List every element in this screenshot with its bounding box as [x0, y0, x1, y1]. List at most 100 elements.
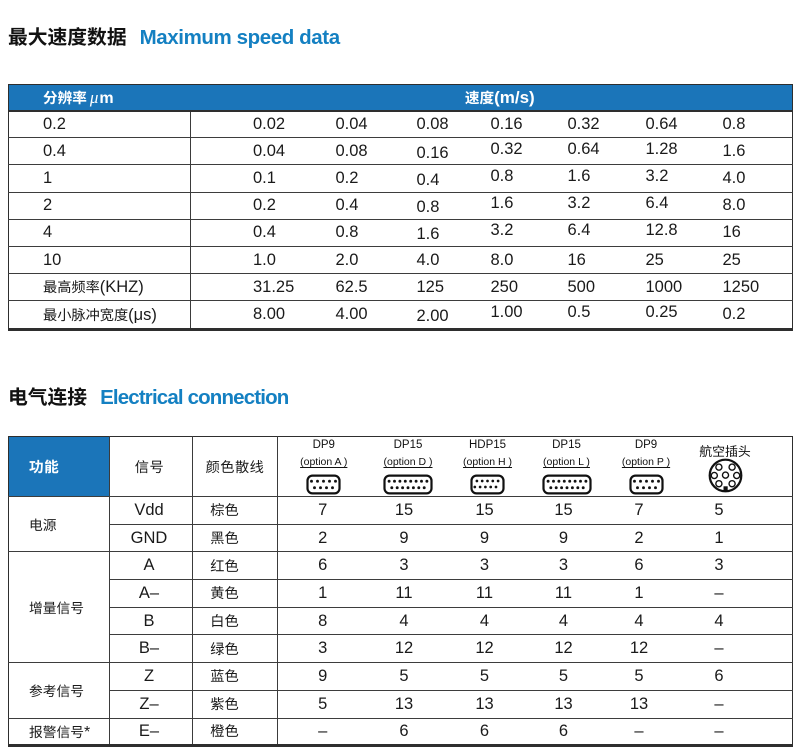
speed-value-cell: 0.16: [482, 111, 558, 138]
speed-value: 62.5: [335, 277, 368, 296]
speed-value: 25: [645, 250, 664, 269]
speed-value: 2.0: [335, 250, 359, 269]
speed-value-cell: 1.6: [403, 218, 482, 247]
signal-cell: Z: [109, 662, 193, 691]
speed-value: 3.2: [645, 166, 669, 185]
speed-value: 25: [722, 250, 741, 269]
pin-number-cell: 7: [318, 500, 328, 519]
speed-value: 125: [416, 277, 445, 296]
wire-color-column-header: 颜色散线: [192, 436, 278, 497]
electrical-heading-chinese: 电气连接: [8, 383, 88, 409]
signal-cell: E–: [109, 717, 193, 746]
speed-value: 1.6: [567, 166, 591, 185]
speed-value: 0.2: [722, 305, 746, 324]
mu-symbol: μ: [89, 87, 99, 107]
speed-value-cell: 0.25: [634, 300, 712, 330]
speed-value-cell: 0.8: [403, 191, 482, 220]
signal-column-header: 信号: [109, 436, 193, 497]
electrical-heading-english: Electrical connection: [100, 386, 289, 409]
pin-number-cell: 3: [528, 551, 599, 580]
pin-number-cell: 11: [367, 579, 441, 608]
speed-value-cell: 0.04: [190, 137, 325, 165]
speed-table-row: 最高频率(KHZ) 31.25 62.5 125 250 500 1000 1250: [8, 273, 793, 301]
speed-value-cell: 0.4: [324, 191, 404, 220]
connector-name: DP15: [552, 439, 581, 451]
speed-value-cell: 1250: [711, 273, 793, 301]
connector-option: (option A ): [300, 456, 348, 468]
speed-value: 4.0: [722, 168, 746, 187]
pin-number-cell: 5: [598, 662, 680, 691]
speed-value-cell: 500: [557, 273, 635, 301]
pin-number-cell: 1: [598, 579, 680, 608]
speed-value-cell: 0.04: [325, 111, 404, 138]
connection-table-header-row: 功能 信号 颜色散线 DP9 (option A ) DP15 (option D )…: [8, 436, 793, 497]
connector-column-header: DP9 (option A ): [277, 436, 368, 497]
resolution-cell: 2: [8, 191, 191, 220]
row-filler-cell: [758, 606, 793, 635]
speed-value-cell: 25: [711, 245, 793, 274]
resolution-cell: 0.4: [8, 137, 191, 165]
pin-number-cell: 5: [528, 662, 599, 691]
speed-table-row: 0.4 0.04 0.08 0.16 0.32 0.64 1.28 1.6: [8, 137, 793, 165]
speed-value-cell: 1.6: [557, 164, 635, 193]
connection-table-row: B 白色 8 4 4 4 4 4: [9, 606, 793, 635]
resolution-cell: 10: [8, 245, 191, 274]
pin-number-cell: 1: [679, 523, 759, 552]
speed-value-cell: 0.08: [404, 111, 482, 138]
speed-value: 3.2: [567, 194, 591, 213]
speed-value: 16: [567, 250, 586, 269]
connector-option: (option P ): [621, 456, 671, 468]
speed-value: 0.5: [567, 303, 591, 322]
hd-dsub15-connector-icon: [444, 474, 532, 495]
pin-number-cell: 4: [679, 606, 759, 635]
row-filler-cell: [758, 689, 793, 718]
speed-value: 0.2: [253, 196, 276, 215]
row-filler-cell: [758, 523, 793, 552]
speed-value: 1.6: [722, 141, 746, 160]
dsub9-connector-icon: [606, 474, 687, 495]
speed-heading-english: Maximum speed data: [139, 26, 341, 49]
speed-value-cell: 0.02: [191, 111, 325, 138]
speed-value-cell: 2.00: [403, 300, 482, 330]
wire-color-cell: 红色: [192, 551, 278, 580]
connection-table-row: GND 黑色 2 9 9 9 2 1: [9, 523, 793, 552]
speed-value-cell: 1.28: [634, 137, 712, 165]
speed-value-cell: 3.2: [481, 218, 558, 247]
pin-number-cell: 7: [634, 500, 644, 519]
speed-value: 1.6: [490, 194, 514, 213]
function-cell: 报警信号*: [8, 717, 110, 746]
speed-value-cell: 0.2: [190, 191, 325, 220]
connector-column-header: DP15 (option D ): [367, 436, 441, 497]
speed-value: 0.1: [253, 168, 276, 187]
speed-value: 0.16: [416, 143, 449, 162]
speed-value-cell: 1000: [634, 273, 712, 301]
speed-value: 16: [722, 223, 741, 242]
speed-value: 0.8: [722, 114, 746, 133]
wire-color-cell: 蓝色: [192, 662, 278, 691]
dsub15-connector-icon: [532, 474, 602, 495]
connection-table-row: 报警信号* E– 橙色 –6 6 6– –: [8, 717, 793, 746]
wire-color-cell: 紫色: [192, 689, 278, 718]
pin-number-cell: 12: [598, 634, 680, 663]
speed-value: 0.08: [416, 114, 449, 133]
connector-name: DP9: [634, 439, 658, 451]
speed-value-cell: 4.00: [324, 300, 404, 330]
pin-number-cell: 1: [277, 579, 368, 608]
speed-value-cell: 8.0: [711, 191, 793, 220]
resolution-cell: 最小脉冲宽度(μs): [8, 300, 191, 330]
pin-number-cell: 12: [528, 634, 599, 663]
speed-value: 0.32: [490, 139, 523, 158]
speed-value: 0.08: [335, 141, 368, 160]
connection-table-row: 增量信号 A 红色 6 3 3 3 6 3: [8, 551, 793, 663]
speed-value: 6.4: [645, 194, 669, 213]
speed-column-header: 速度(m/s): [190, 84, 793, 112]
pin-number-cell: 4: [440, 606, 529, 635]
row-filler-cell: [758, 551, 793, 580]
resolution-cell: 最高频率(KHZ): [8, 273, 191, 301]
speed-value: 8.00: [253, 305, 286, 324]
speed-value: 0.4: [416, 170, 440, 189]
speed-value: 0.64: [645, 114, 678, 133]
pin-number-cell: 6: [528, 717, 599, 746]
pin-number-cell: 2: [277, 523, 368, 552]
speed-value: 2.00: [416, 307, 449, 326]
